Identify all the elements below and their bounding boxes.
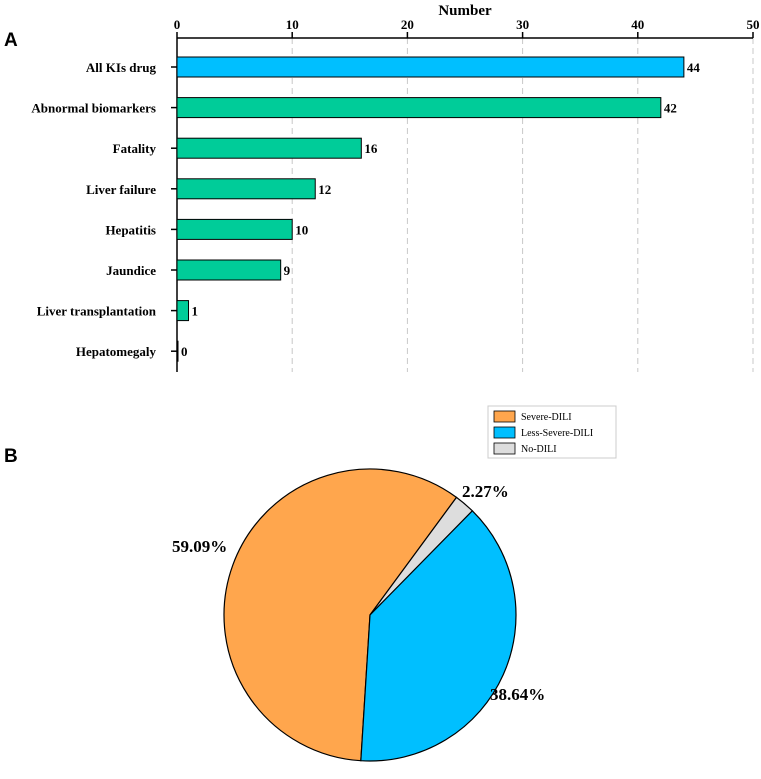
x-tick-label: 20 (401, 17, 414, 32)
bar (176, 300, 190, 322)
x-tick-label: 30 (516, 17, 529, 32)
category-label: All KIs drug (86, 60, 157, 75)
bar-value-label: 16 (364, 141, 378, 156)
bar-chart: Number 0 10 20 30 40 50 All KIs drugAbnormal … (31, 3, 760, 372)
pie-labels: 59.09% 38.64% 2.27% (172, 482, 545, 704)
bar (176, 178, 316, 200)
bar-value-label: 12 (318, 182, 331, 197)
bar-value-label: 10 (295, 222, 308, 237)
panel-a-label: A (4, 30, 18, 51)
legend-label: No-DILI (521, 444, 557, 455)
x-tick-label: 40 (631, 17, 644, 32)
legend-swatch (493, 442, 516, 455)
pie-value-label: 2.27% (462, 482, 509, 501)
category-label: Fatality (113, 141, 157, 156)
panel-b-label: B (4, 446, 18, 467)
pie-legend: Severe-DILI Less-Severe-DILI No-DILI (487, 405, 617, 459)
bar-value-label: 0 (181, 344, 188, 359)
legend-label: Severe-DILI (521, 412, 572, 423)
bar (176, 340, 179, 362)
bar-categories: All KIs drug Abnormal biomarkers Fatality L… (31, 60, 156, 359)
category-label: Jaundice (106, 263, 156, 278)
pie-value-label: 38.64% (490, 685, 545, 704)
bar (176, 56, 685, 78)
bar-ticks: 0 10 20 30 40 50 (174, 17, 760, 38)
pie-slices (223, 468, 517, 762)
legend-swatch (493, 426, 516, 439)
bar (176, 97, 662, 119)
legend-label: Less-Severe-DILI (521, 428, 593, 439)
bar-axes (171, 37, 753, 372)
pie-slice (223, 468, 458, 762)
bar (176, 137, 362, 159)
category-label: Abnormal biomarkers (31, 101, 156, 116)
bar (176, 218, 293, 240)
pie-slice (360, 510, 517, 762)
bar-value-label: 1 (192, 304, 199, 319)
pie-value-label: 59.09% (172, 537, 227, 556)
category-label: Hepatitis (105, 222, 156, 237)
bar-value-label: 9 (284, 263, 291, 278)
x-tick-label: 0 (174, 17, 181, 32)
bar-grid (291, 38, 754, 372)
legend-swatch (493, 410, 516, 423)
category-label: Hepatomegaly (76, 344, 157, 359)
bar-value-label: 44 (687, 60, 701, 75)
category-label: Liver failure (86, 182, 156, 197)
pie-chart: 59.09% 38.64% 2.27% Severe-DILI Less-Severe… (172, 405, 617, 762)
bar (176, 259, 282, 281)
x-tick-label: 50 (747, 17, 760, 32)
x-tick-label: 10 (286, 17, 299, 32)
bar-value-label: 42 (664, 101, 677, 116)
bar-chart-title: Number (438, 3, 492, 19)
category-label: Liver transplantation (37, 304, 157, 319)
